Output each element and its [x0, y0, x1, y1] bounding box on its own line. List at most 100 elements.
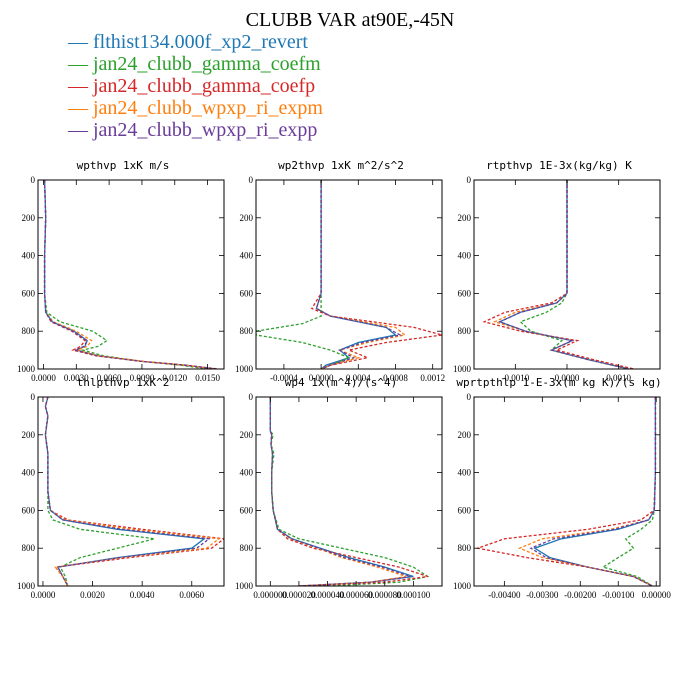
series-line-5 — [43, 180, 216, 369]
series-line-3 — [44, 397, 224, 586]
series-line-5 — [529, 397, 657, 586]
y-tick-label: 0 — [467, 392, 472, 402]
y-tick-label: 400 — [22, 251, 36, 261]
series-group — [475, 397, 657, 586]
y-tick-label: 600 — [458, 288, 472, 298]
series-group — [482, 180, 635, 369]
series-line-4 — [315, 180, 407, 369]
x-tick-label: 0.000000 — [253, 590, 287, 600]
y-tick-label: 600 — [240, 288, 254, 298]
y-tick-label: 800 — [240, 543, 254, 553]
series-line-2 — [519, 180, 630, 369]
y-tick-label: 400 — [458, 251, 472, 261]
x-tick-label: 0.0000 — [31, 590, 56, 600]
x-tick-label: 0.0000 — [555, 373, 580, 383]
series-line-1 — [498, 180, 630, 369]
x-tick-label: -0.0010 — [501, 373, 529, 383]
legend-label: — jan24_clubb_wpxp_ri_expp — [67, 119, 317, 141]
series-line-3 — [482, 180, 635, 369]
x-tick-label: 0.0060 — [179, 590, 204, 600]
y-tick-label: 200 — [240, 430, 254, 440]
y-tick-label: 1000 — [453, 581, 472, 591]
y-tick-label: 0 — [249, 175, 254, 185]
figure-title: CLUBB VAR at90E,-45N — [246, 9, 455, 31]
x-tick-label: -0.00200 — [564, 590, 597, 600]
series-line-5 — [498, 180, 630, 369]
plot-frame — [255, 396, 443, 587]
panel-6: wprtpthlp 1-E-3x(m kg K)/(s kg) 0 200 400 60… — [453, 376, 671, 600]
panel-title: thlpthvp 1xK^2 — [77, 376, 170, 389]
x-tick-label: 0.0040 — [130, 590, 155, 600]
y-tick-label: 600 — [458, 505, 472, 515]
x-tick-label: 0.0000 — [309, 373, 334, 383]
y-tick-label: 1000 — [235, 364, 254, 374]
series-line-5 — [44, 397, 211, 586]
series-group — [43, 180, 219, 369]
panel-title: wp2thvp 1xK m^2/s^2 — [278, 159, 404, 172]
x-tick-label: 0.0060 — [97, 373, 122, 383]
x-tick-label: 0.0000 — [31, 373, 56, 383]
x-tick-label: 0.0030 — [64, 373, 89, 383]
y-tick-label: 200 — [240, 213, 254, 223]
series-line-1 — [44, 397, 206, 586]
series-line-1 — [315, 180, 397, 369]
x-tick-label: 0.00000 — [642, 590, 672, 600]
series-line-2 — [44, 397, 155, 586]
series-line-2 — [601, 397, 657, 586]
series-line-2 — [43, 180, 208, 369]
y-tick-label: 1000 — [453, 364, 472, 374]
legend-label: — jan24_clubb_gamma_coefp — [67, 75, 315, 97]
y-tick-label: 400 — [240, 468, 254, 478]
x-tick-label: -0.00100 — [602, 590, 635, 600]
y-tick-label: 800 — [240, 326, 254, 336]
y-tick-label: 200 — [22, 213, 36, 223]
panel-title: wprtpthlp 1-E-3x(m kg K)/(s kg) — [456, 376, 661, 389]
legend-label: — jan24_clubb_wpxp_ri_expm — [67, 97, 323, 119]
x-tick-label: -0.00400 — [488, 590, 521, 600]
legend-label: — jan24_clubb_gamma_coefm — [67, 53, 321, 75]
legend-item: — jan24_clubb_wpxp_ri_expp — [67, 119, 317, 141]
y-tick-label: 1000 — [235, 581, 254, 591]
plot-frame — [473, 396, 661, 587]
series-line-2 — [269, 397, 430, 586]
plot-frame — [37, 396, 225, 587]
legend: — flthist134.000f_xp2_revert— jan24_club… — [67, 31, 323, 141]
series-group — [44, 397, 224, 586]
y-tick-label: 400 — [458, 468, 472, 478]
x-tick-label: 0.0120 — [162, 373, 187, 383]
x-tick-label: 0.0150 — [195, 373, 220, 383]
y-tick-label: 0 — [31, 392, 36, 402]
panel-5: wp4 1x(m^4)/(s^4)020040060080010000.0000… — [235, 376, 443, 600]
y-tick-label: 200 — [458, 213, 472, 223]
series-line-1 — [269, 397, 414, 586]
series-line-5 — [269, 397, 411, 586]
x-tick-label: 0.0008 — [383, 373, 408, 383]
x-tick-label: 0.0010 — [606, 373, 631, 383]
plot-frame — [37, 179, 225, 370]
y-tick-label: 800 — [458, 543, 472, 553]
panel-3: rtpthvp 1E-3x(kg/kg) K 0 200 400 600 800 1000 -… — [453, 159, 661, 383]
panel-2: wp2thvp 1xK m^2/s^2 0 200 400 600 800 1000 -0.0… — [235, 159, 445, 383]
x-tick-label: 0.0020 — [80, 590, 105, 600]
series-line-2 — [256, 180, 351, 369]
x-tick-label: 0.000060 — [339, 590, 373, 600]
x-tick-label: 0.000040 — [311, 590, 345, 600]
y-tick-label: 1000 — [17, 581, 36, 591]
series-line-5 — [315, 180, 402, 369]
series-group — [269, 397, 430, 586]
y-tick-label: 0 — [467, 175, 472, 185]
x-tick-label: 0.000100 — [397, 590, 431, 600]
panel-title: wpthvp 1xK m/s — [77, 159, 170, 172]
x-tick-label: 0.000020 — [282, 590, 316, 600]
panel-title: wp4 1x(m^4)/(s^4) — [285, 376, 398, 389]
series-line-3 — [43, 180, 219, 369]
y-tick-label: 600 — [22, 288, 36, 298]
x-tick-label: 0.000080 — [368, 590, 402, 600]
legend-item: — jan24_clubb_wpxp_ri_expm — [67, 97, 323, 119]
x-tick-label: -0.00300 — [526, 590, 559, 600]
x-tick-label: -0.0004 — [270, 373, 298, 383]
series-line-3 — [475, 397, 657, 586]
